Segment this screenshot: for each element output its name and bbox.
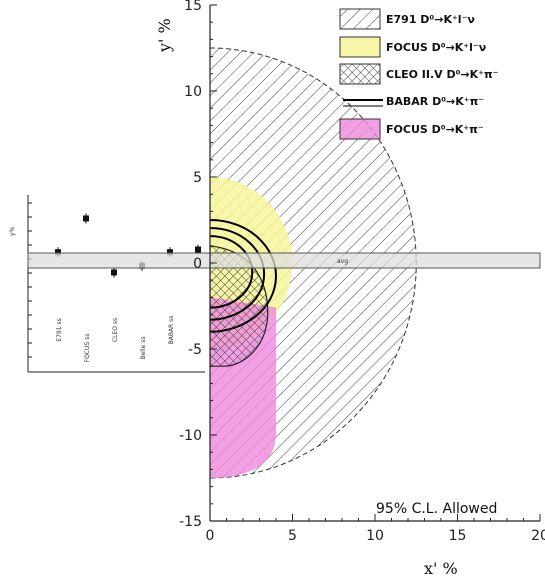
region-4-contour-2 xyxy=(210,235,254,309)
y-tick-label-5: -10 xyxy=(179,428,202,444)
y-tick-label-6: -15 xyxy=(179,514,202,530)
x-tick-label-2: 10 xyxy=(366,528,384,544)
x-tick-label-0: 0 xyxy=(206,528,215,544)
legend: E791 D⁰→K⁺l⁻ν FOCUS D⁰→K⁺l⁻ν CLEO II.V D⁰→… xyxy=(339,8,499,140)
inset-point-5 xyxy=(195,246,201,253)
average-band xyxy=(27,252,541,269)
y-tick-label-4: -5 xyxy=(188,342,202,358)
y-axis-label: y' % xyxy=(155,18,174,53)
region-4-contour-0 xyxy=(210,219,278,333)
inset-y-label: y% xyxy=(9,226,16,236)
x-axis-label: x' % xyxy=(424,559,458,576)
y-tick-label-3: 0 xyxy=(193,256,202,272)
y-tick-label-2: 5 xyxy=(193,170,202,186)
inset-category-label-3: Belle ss xyxy=(140,337,147,360)
legend-label-1: FOCUS D⁰→K⁺l⁻ν xyxy=(386,41,486,54)
inset-plot: y% E791 ss FOCUS ss CLEO ss Belle ss BABAR ss xyxy=(9,195,205,373)
inset-point-4 xyxy=(167,249,173,256)
inset-category-label-0: E791 ss xyxy=(56,318,63,341)
x-tick-label-3: 15 xyxy=(449,528,467,544)
inset-category-label-4: BABAR ss xyxy=(168,316,175,345)
legend-label-3: BABAR D⁰→K⁺π⁻ xyxy=(386,95,484,108)
legend-label-4: FOCUS D⁰→K⁺π⁻ xyxy=(386,123,484,136)
inset-category-label-1: FOCUS ss xyxy=(84,334,91,363)
legend-label-2: CLEO II.V D⁰→K⁺π⁻ xyxy=(386,68,499,81)
y-tick-label-0: 15 xyxy=(184,0,202,14)
inset-point-2 xyxy=(111,269,117,276)
y-tick-label-1: 10 xyxy=(184,84,202,100)
legend-label-0: E791 D⁰→K⁺l⁻ν xyxy=(386,13,475,26)
x-tick-label-4: 20 xyxy=(531,528,545,544)
legend-swatch-2 xyxy=(339,63,381,85)
annotation-allowed: 95% C.L. Allowed xyxy=(376,501,497,517)
region-4-contour-1 xyxy=(210,227,266,321)
inset-point-1 xyxy=(83,215,89,222)
legend-swatch-4 xyxy=(339,118,381,140)
inset-point-0 xyxy=(55,249,61,256)
legend-swatch-0 xyxy=(339,8,381,30)
inset-category-label-2: CLEO ss xyxy=(112,318,119,342)
band-label: avg xyxy=(337,258,348,265)
legend-swatch-1 xyxy=(339,36,381,58)
x-tick-label-1: 5 xyxy=(288,528,297,544)
